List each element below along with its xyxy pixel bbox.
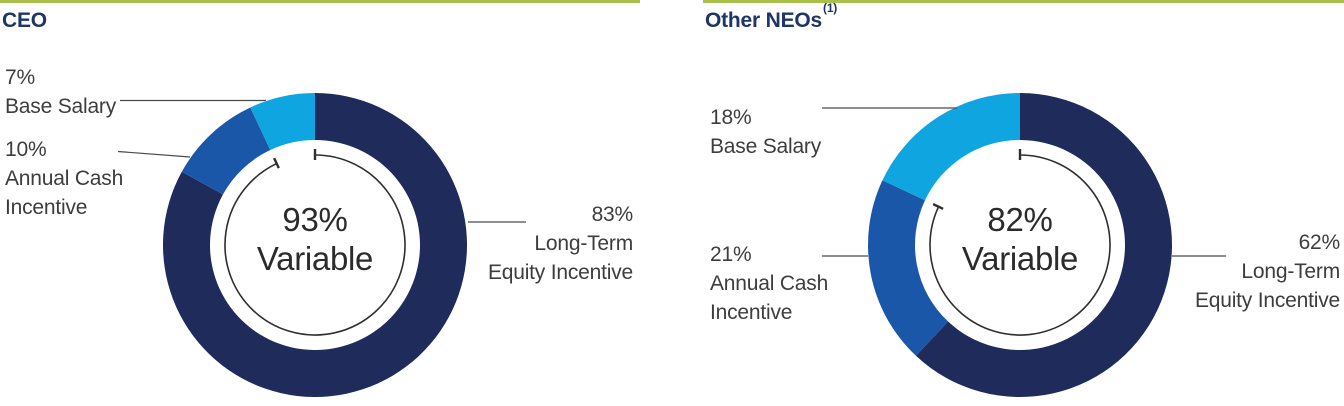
chart-title-text: Other NEOs <box>705 9 823 32</box>
slice-name: Long-Term <box>534 232 633 255</box>
donut-center-label: 93% Variable <box>256 201 374 279</box>
slice-annual-cash-incentive <box>181 107 271 195</box>
label-long-term-equity-incentive: 83% Long-Term Equity Incentive <box>488 200 633 287</box>
ceo-donut-chart <box>117 93 526 397</box>
slice-pct: 21% <box>710 243 752 266</box>
slice-name: Incentive <box>710 301 793 324</box>
ceo-pay-mix-panel: CEO 7% Base Salary 10% Annual Cash Incen… <box>0 0 640 406</box>
chart-title-ceo: CEO <box>2 8 47 33</box>
section-top-rule <box>0 0 640 3</box>
donut-center-label: 82% Variable <box>961 201 1079 279</box>
slice-pct: 62% <box>1298 231 1341 254</box>
slice-name: Incentive <box>5 196 88 219</box>
slice-name: Long-Term <box>1241 260 1340 283</box>
slice-name: Base Salary <box>5 95 117 118</box>
variable-span-arc <box>224 154 406 336</box>
slice-base-salary <box>250 93 315 150</box>
leader-line <box>117 150 191 158</box>
footnote-marker: (1) <box>823 1 838 15</box>
slice-name: Equity Incentive <box>1194 289 1340 312</box>
other-neos-pay-mix-panel: Other NEOs(1) 18% Base Salary 21% Annual… <box>703 0 1344 406</box>
label-annual-cash-incentive: 10% Annual Cash Incentive <box>5 135 123 222</box>
slice-pct: 10% <box>5 138 47 161</box>
label-base-salary: 18% Base Salary <box>710 103 821 161</box>
slice-pct: 18% <box>710 106 752 129</box>
slice-name: Annual Cash <box>5 167 124 190</box>
slice-pct: 83% <box>591 203 634 226</box>
slice-pct: 7% <box>5 66 35 89</box>
arc-end-tick <box>932 203 944 210</box>
label-base-salary: 7% Base Salary <box>5 63 116 121</box>
slice-name: Annual Cash <box>710 272 829 295</box>
label-long-term-equity-incentive: 62% Long-Term Equity Incentive <box>1195 228 1340 315</box>
chart-title-text: CEO <box>2 9 47 32</box>
slice-long-term-equity-incentive <box>163 93 468 397</box>
variable-pct: 93% <box>282 201 348 238</box>
variable-span-arc <box>929 154 1111 336</box>
chart-title-other-neos: Other NEOs(1) <box>705 1 837 33</box>
slice-base-salary <box>882 93 1020 201</box>
slice-annual-cash-incentive <box>868 180 949 356</box>
variable-caption: Variable <box>256 240 374 277</box>
variable-caption: Variable <box>961 240 1079 277</box>
slice-long-term-equity-incentive <box>915 93 1172 398</box>
other-neos-donut-chart <box>822 93 1226 398</box>
section-top-rule <box>703 0 1344 3</box>
slice-name: Equity Incentive <box>487 261 633 284</box>
label-annual-cash-incentive: 21% Annual Cash Incentive <box>710 240 828 327</box>
variable-pct: 82% <box>987 201 1053 238</box>
arc-end-tick <box>273 157 280 169</box>
slice-name: Base Salary <box>710 135 822 158</box>
